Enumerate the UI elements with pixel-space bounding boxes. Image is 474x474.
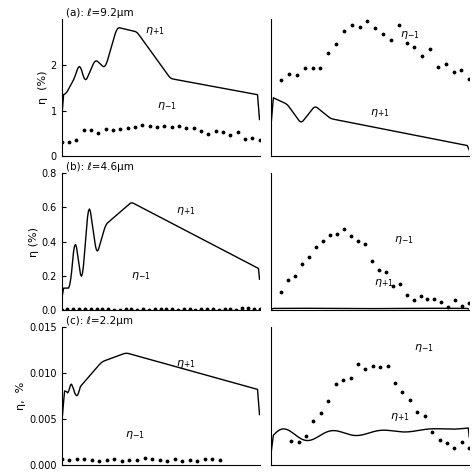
Text: $\eta_{-1}$: $\eta_{-1}$ bbox=[125, 429, 145, 441]
Text: $\eta_{+1}$: $\eta_{+1}$ bbox=[390, 410, 410, 423]
Text: (a): ℓ=9.2μm: (a): ℓ=9.2μm bbox=[65, 8, 133, 18]
Text: $\eta_{-1}$: $\eta_{-1}$ bbox=[156, 100, 176, 112]
Text: (c): ℓ=2.2μm: (c): ℓ=2.2μm bbox=[65, 316, 133, 326]
Y-axis label: η  (%): η (%) bbox=[38, 71, 48, 104]
Text: $\eta_{-1}$: $\eta_{-1}$ bbox=[400, 29, 420, 41]
Text: $\eta_{+1}$: $\eta_{+1}$ bbox=[176, 204, 196, 217]
Y-axis label: η,  %: η, % bbox=[17, 382, 27, 410]
Text: $\eta_{+1}$: $\eta_{+1}$ bbox=[370, 107, 390, 119]
Text: $\eta_{+1}$: $\eta_{+1}$ bbox=[374, 277, 394, 289]
Y-axis label: η (%): η (%) bbox=[28, 227, 38, 257]
Text: $\eta_{-1}$: $\eta_{-1}$ bbox=[394, 234, 414, 246]
Text: $\eta_{-1}$: $\eta_{-1}$ bbox=[131, 270, 151, 282]
Text: (b): ℓ=4.6μm: (b): ℓ=4.6μm bbox=[65, 162, 134, 172]
Text: $\eta_{+1}$: $\eta_{+1}$ bbox=[145, 25, 164, 36]
Text: $\eta_{+1}$: $\eta_{+1}$ bbox=[176, 357, 196, 370]
Text: $\eta_{-1}$: $\eta_{-1}$ bbox=[414, 342, 434, 354]
